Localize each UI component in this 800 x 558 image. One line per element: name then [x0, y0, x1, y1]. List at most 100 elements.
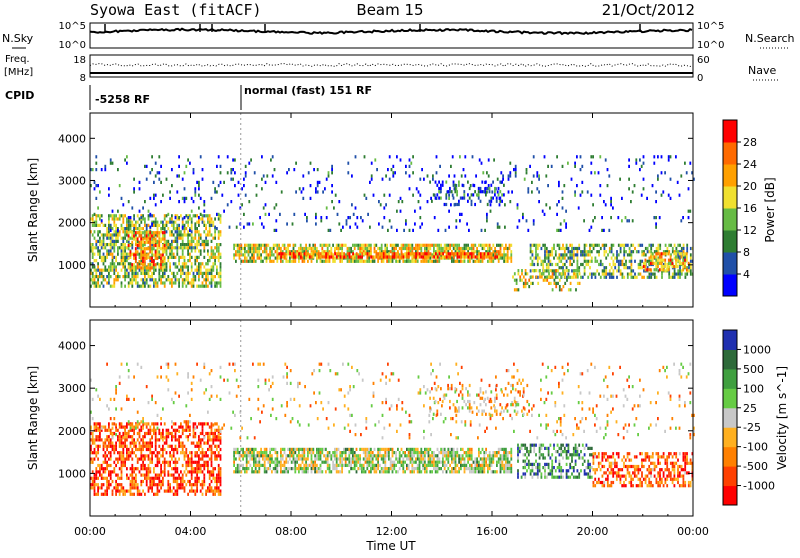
freq-label-line2: [MHz]	[4, 67, 33, 78]
echo-cell	[144, 467, 146, 470]
echo-cell	[541, 272, 543, 275]
echo-cell	[103, 243, 105, 246]
echo-cell	[688, 210, 690, 213]
echo-cell	[253, 247, 255, 250]
echo-cell	[142, 435, 144, 438]
echo-cell	[667, 247, 669, 250]
echo-cell	[137, 227, 139, 230]
echo-cell	[166, 265, 168, 268]
echo-cell	[173, 253, 175, 256]
echo-cell	[117, 278, 119, 281]
echo-cell	[303, 467, 305, 470]
echo-cell	[372, 255, 374, 258]
echo-cell	[182, 256, 184, 259]
echo-cell	[393, 247, 395, 250]
echo-cell	[468, 229, 470, 232]
echo-cell	[110, 237, 112, 240]
echo-cell	[251, 451, 253, 454]
echo-cell	[555, 250, 557, 253]
echo-cell	[212, 435, 214, 438]
echo-cell	[205, 243, 207, 246]
echo-cell	[149, 483, 151, 486]
echo-cell	[657, 265, 659, 268]
echo-cell	[292, 222, 294, 225]
echo-cell	[598, 253, 600, 256]
echo-cell	[381, 448, 383, 451]
echo-cell	[164, 281, 166, 284]
echo-cell	[212, 181, 214, 184]
echo-cell	[629, 253, 631, 256]
echo-cell	[331, 252, 333, 255]
echo-cell	[359, 244, 361, 247]
echo-cell	[466, 252, 468, 255]
echo-cell	[500, 244, 502, 247]
echo-cell	[173, 493, 175, 496]
echo-cell	[511, 190, 513, 193]
echo-cell	[166, 461, 168, 464]
echo-cell	[689, 210, 691, 213]
echo-cell	[162, 445, 164, 448]
echo-cell	[347, 448, 349, 451]
echo-cell	[191, 224, 193, 227]
echo-cell	[309, 448, 311, 451]
echo-cell	[140, 257, 142, 260]
echo-cell	[112, 493, 114, 496]
echo-cell	[182, 262, 184, 265]
echo-cell	[185, 483, 187, 486]
echo-cell	[176, 480, 178, 483]
echo-cell	[124, 230, 126, 233]
echo-cell	[182, 221, 184, 224]
echo-cell	[110, 240, 112, 243]
echo-cell	[535, 247, 537, 250]
echo-cell	[216, 213, 218, 216]
echo-cell	[255, 467, 257, 470]
echo-cell	[246, 244, 248, 247]
echo-cell	[121, 458, 123, 461]
echo-cell	[258, 451, 260, 454]
echo-cell	[157, 234, 159, 237]
echo-cell	[375, 464, 377, 467]
echo-cell	[185, 429, 187, 432]
echo-cell	[117, 483, 119, 486]
echo-cell	[198, 464, 200, 467]
echo-cell	[590, 226, 592, 229]
echo-cell	[574, 162, 576, 165]
echo-cell	[621, 197, 623, 200]
echo-cell	[515, 168, 517, 171]
echo-cell	[421, 252, 423, 255]
echo-cell	[212, 269, 214, 272]
echo-cell	[302, 253, 304, 256]
echo-cell	[320, 219, 322, 222]
echo-cell	[220, 275, 222, 278]
echo-cell	[284, 252, 286, 255]
echo-cell	[171, 272, 173, 275]
echo-cell	[279, 213, 281, 216]
echo-cell	[209, 445, 211, 448]
echo-cell	[196, 227, 198, 230]
echo-cell	[207, 269, 209, 272]
echo-cell	[216, 458, 218, 461]
echo-cell	[189, 233, 191, 236]
echo-cell	[164, 241, 166, 244]
echo-cell	[573, 260, 575, 263]
echo-cell	[196, 461, 198, 464]
echo-cell	[106, 253, 108, 256]
echo-cell	[142, 254, 144, 257]
echo-cell	[496, 250, 498, 253]
echo-cell	[600, 247, 602, 250]
echo-cell	[243, 178, 245, 181]
echo-cell	[191, 461, 193, 464]
echo-cell	[387, 229, 389, 232]
echo-cell	[293, 255, 295, 258]
echo-cell	[556, 155, 558, 158]
echo-cell	[408, 255, 410, 258]
echo-cell	[326, 216, 328, 219]
echo-cell	[113, 265, 115, 268]
echo-cell	[289, 454, 291, 457]
echo-cell	[266, 454, 268, 457]
echo-cell	[372, 451, 374, 454]
echo-cell	[604, 253, 606, 256]
echo-cell	[616, 257, 618, 260]
echo-cell	[184, 272, 186, 275]
echo-cell	[153, 181, 155, 184]
